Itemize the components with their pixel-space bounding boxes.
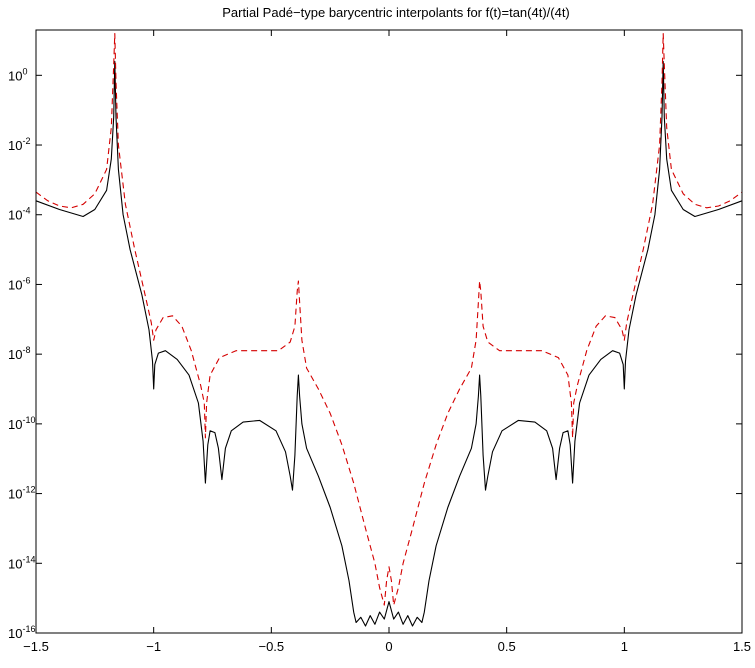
x-axis: −1.5 −1 −0.5 0 0.5 1 1.5 — [23, 30, 751, 654]
x-tick-label: −0.5 — [258, 639, 284, 654]
y-tick-label: 10-6 — [8, 275, 30, 292]
plot-frame — [35, 29, 743, 634]
y-tick-label: 10-12 — [8, 485, 35, 502]
x-tick-label: 1 — [621, 639, 628, 654]
y-tick-label: 10-10 — [8, 415, 35, 432]
y-tick-label: 10-8 — [8, 345, 30, 362]
series-line-2 — [35, 32, 743, 606]
x-tick-label: 0 — [385, 639, 392, 654]
series-line-1 — [35, 60, 743, 627]
y-tick-label: 10-4 — [8, 206, 30, 223]
x-tick-label: −1.5 — [23, 639, 49, 654]
x-tick-label: 1.5 — [733, 639, 751, 654]
y-tick-label: 10-14 — [8, 554, 35, 571]
y-tick-label: 10-16 — [8, 624, 35, 641]
x-tick-label: −1 — [146, 639, 161, 654]
x-tick-label: 0.5 — [498, 639, 516, 654]
series-layer — [35, 32, 743, 627]
y-axis: 100 10-2 10-4 10-6 10-8 10-10 10-12 10-14 10-16 — [8, 66, 742, 641]
y-tick-label: 10-2 — [8, 136, 30, 153]
chart-title: Partial Padé−type barycentric interpolan… — [222, 5, 570, 20]
y-tick-label: 100 — [8, 66, 27, 83]
